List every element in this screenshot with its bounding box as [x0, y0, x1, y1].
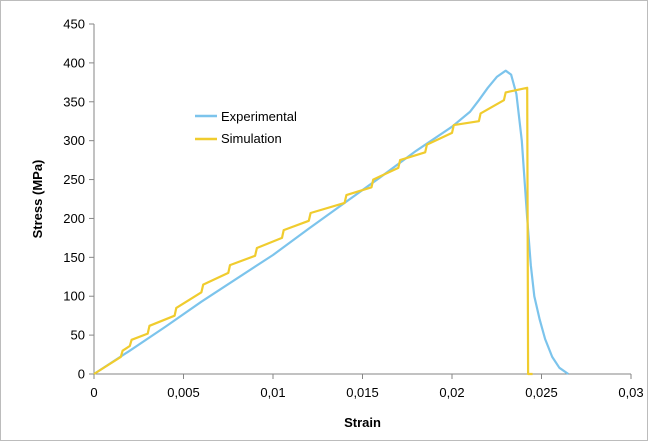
- y-tick-label: 150: [63, 250, 85, 265]
- x-tick-label: 0,025: [525, 385, 558, 400]
- y-tick-label: 400: [63, 55, 85, 70]
- y-axis-title: Stress (MPa): [30, 160, 45, 239]
- legend-label-simulation: Simulation: [221, 131, 282, 146]
- y-tick-label: 0: [78, 367, 85, 382]
- x-axis-ticks: 0 0,005 0,01 0,015 0,02 0,025 0,03: [90, 374, 643, 400]
- x-tick-label: 0: [90, 385, 97, 400]
- y-tick-label: 200: [63, 211, 85, 226]
- y-tick-label: 50: [71, 328, 85, 343]
- x-tick-label: 0,015: [346, 385, 379, 400]
- x-tick-label: 0,02: [439, 385, 464, 400]
- y-tick-label: 350: [63, 94, 85, 109]
- y-axis-ticks: 0 50 100 150 200 250 300 350 400 450: [63, 17, 94, 382]
- legend-label-experimental: Experimental: [221, 109, 297, 124]
- x-tick-label: 0,01: [260, 385, 285, 400]
- x-tick-label: 0,03: [618, 385, 643, 400]
- y-tick-label: 100: [63, 289, 85, 304]
- y-tick-label: 450: [63, 17, 85, 32]
- x-tick-label: 0,005: [167, 385, 200, 400]
- y-tick-label: 300: [63, 133, 85, 148]
- x-axis-title: Strain: [344, 415, 381, 430]
- series-group: [94, 71, 568, 374]
- series-line-experimental: [94, 71, 568, 374]
- y-tick-label: 250: [63, 172, 85, 187]
- legend: Experimental Simulation: [195, 109, 297, 146]
